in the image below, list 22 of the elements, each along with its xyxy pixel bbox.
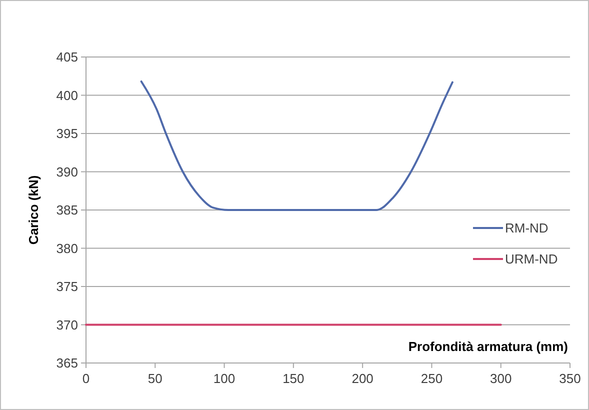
x-tick-label: 350 [559,371,581,386]
legend-label: RM-ND [505,220,548,236]
legend-label: URM-ND [505,252,558,267]
y-tick-label: 365 [56,356,78,371]
y-tick-label: 405 [56,50,78,65]
x-tick-label: 50 [148,371,162,386]
y-tick-label: 390 [56,164,78,180]
line-series [140,80,454,211]
y-axis-title: Carico (kN) [26,175,41,245]
x-tick-label: 100 [213,371,236,386]
x-tick-label: 250 [420,371,443,386]
y-tick-label: 385 [56,202,78,218]
x-tick-label: 300 [490,371,512,386]
y-tick-label: 370 [56,317,78,332]
y-tick-label: 375 [56,279,78,294]
x-tick-label: 200 [352,371,374,386]
x-tick-label: 150 [282,371,304,386]
x-axis-title: Profondità armatura (mm) [408,339,568,354]
y-tick-label: 395 [56,126,78,142]
y-tick-label: 400 [56,88,78,103]
y-tick-label: 380 [56,240,78,256]
x-tick-label: 0 [82,371,90,386]
